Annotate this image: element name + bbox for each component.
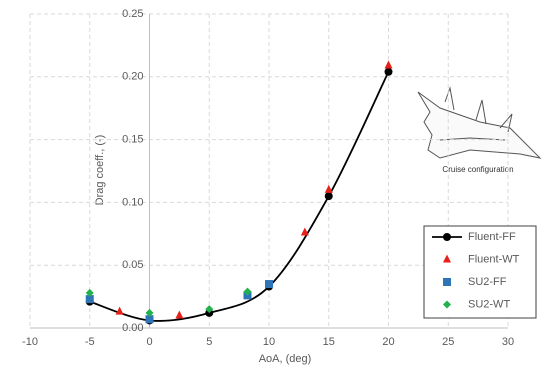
y-tick-label: 0.00	[122, 322, 143, 334]
marker	[145, 315, 154, 324]
marker	[324, 192, 333, 201]
marker	[300, 227, 309, 236]
x-tick-label: 15	[323, 336, 335, 348]
x-tick-label: 20	[382, 336, 394, 348]
x-tick-label: 0	[146, 336, 152, 348]
marker	[175, 310, 184, 319]
marker	[85, 295, 94, 304]
legend-marker	[443, 254, 451, 263]
y-tick-label: 0.10	[122, 196, 143, 208]
legend-marker	[443, 300, 451, 309]
marker	[145, 308, 154, 317]
marker	[205, 305, 214, 314]
marker	[324, 184, 333, 193]
legend-label: SU2-FF	[468, 276, 507, 288]
y-tick-label: 0.15	[122, 134, 143, 146]
legend-marker	[443, 278, 451, 286]
legend-label: SU2-WT	[468, 298, 510, 310]
x-tick-label: -10	[22, 336, 38, 348]
y-axis-title: Drag coeff., (-)	[94, 135, 106, 206]
y-tick-label: 0.20	[122, 71, 143, 83]
inset-aircraft	[417, 86, 542, 159]
y-tick-label: 0.25	[122, 8, 143, 20]
x-tick-label: 30	[502, 336, 514, 348]
x-tick-label: 5	[206, 336, 212, 348]
annotation: Cruise configuration	[442, 165, 513, 174]
marker	[243, 287, 252, 296]
marker	[115, 306, 124, 315]
legend-marker	[443, 233, 451, 241]
marker	[384, 67, 393, 76]
y-tick-label: 0.05	[122, 259, 143, 271]
x-tick-label: -5	[85, 336, 95, 348]
marker	[384, 60, 393, 69]
marker	[265, 280, 273, 289]
legend-label: Fluent-FF	[468, 231, 516, 243]
legend-box	[423, 225, 537, 319]
marker	[85, 288, 94, 297]
x-tick-label: 25	[442, 336, 454, 348]
x-axis-title: AoA, (deg)	[259, 353, 312, 365]
x-tick-label: 10	[263, 336, 275, 348]
legend-label: Fluent-WT	[468, 253, 520, 265]
